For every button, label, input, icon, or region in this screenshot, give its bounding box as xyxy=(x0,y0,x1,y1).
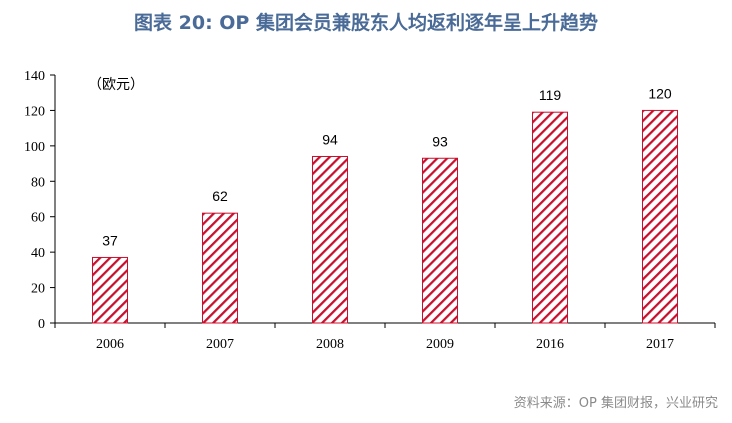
x-tick-label: 2017 xyxy=(646,337,674,352)
bar xyxy=(202,212,238,324)
x-tick-label: 2006 xyxy=(96,337,124,352)
bar xyxy=(422,157,458,324)
source-note: 资料来源：OP 集团财报，兴业研究 xyxy=(513,396,718,411)
data-label: 93 xyxy=(432,133,448,149)
chart-title: 图表 20: OP 集团会员兼股东人均返利逐年呈上升趋势 xyxy=(134,12,598,34)
x-tick-label: 2007 xyxy=(206,337,234,352)
data-label: 62 xyxy=(212,188,228,204)
unit-label: （欧元） xyxy=(88,77,144,93)
y-tick-label: 80 xyxy=(31,175,45,190)
data-label: 119 xyxy=(539,87,562,103)
y-tick-label: 40 xyxy=(31,246,45,261)
bar xyxy=(532,111,568,324)
data-label: 37 xyxy=(102,232,118,248)
bar xyxy=(642,109,678,324)
data-label: 94 xyxy=(322,131,338,147)
y-tick-label: 120 xyxy=(24,104,45,119)
x-tick-label: 2009 xyxy=(426,337,454,352)
y-tick-label: 100 xyxy=(24,140,45,155)
data-label: 120 xyxy=(648,85,672,101)
x-tick-label: 2016 xyxy=(536,337,564,352)
y-tick-label: 60 xyxy=(31,211,45,226)
y-tick-label: 140 xyxy=(24,69,45,84)
x-tick-label: 2008 xyxy=(316,337,344,352)
y-tick-label: 0 xyxy=(38,317,45,332)
bar xyxy=(312,155,348,324)
bar xyxy=(92,256,128,324)
y-tick-label: 20 xyxy=(31,282,45,297)
